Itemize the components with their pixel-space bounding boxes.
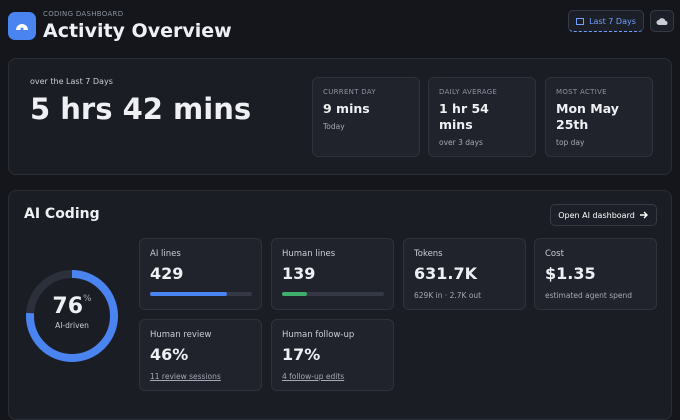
- metric-note: estimated agent spend: [545, 291, 632, 300]
- progress-bar: [282, 292, 307, 296]
- metric-card: Tokens 631.7K 629K in · 2.7K out: [403, 238, 526, 310]
- metric-value: 17%: [282, 345, 321, 364]
- open-ai-dashboard[interactable]: Open AI dashboard: [550, 204, 657, 226]
- metric-card: AI lines 429: [139, 238, 262, 310]
- metric-label: Human follow-up: [282, 330, 355, 340]
- calendar-icon: [576, 18, 585, 25]
- stat-value: 9 mins: [323, 101, 370, 116]
- donut: [26, 270, 118, 362]
- icon-glyph: [16, 24, 28, 31]
- cloud-icon: [656, 17, 668, 25]
- metric-label: Tokens: [414, 249, 443, 259]
- metric-value: 631.7K: [414, 264, 478, 283]
- stat-label: MOST ACTIVE: [556, 88, 607, 96]
- metric-value: $1.35: [545, 264, 596, 283]
- metric-value: 46%: [150, 345, 189, 364]
- metric-note[interactable]: 11 review sessions: [150, 372, 221, 381]
- button-label: Open AI dashboard: [558, 210, 635, 220]
- metric-value: 429: [150, 264, 184, 283]
- summary-total: 5 hrs 42 mins: [30, 92, 252, 126]
- metric-card: Human review 46% 11 review sessions: [139, 319, 262, 391]
- stat-card: MOST ACTIVE Mon May 25th top day: [545, 77, 653, 157]
- metric-note: 629K in · 2.7K out: [414, 291, 482, 300]
- range-label: Last 7 Days: [589, 16, 636, 26]
- stat-value: 1 hr 54 mins: [439, 101, 489, 132]
- progress-track: [282, 292, 384, 296]
- donut-arc: [26, 270, 118, 362]
- stat-value: Mon May 25th: [556, 101, 619, 132]
- metric-card: Cost $1.35 estimated agent spend: [534, 238, 657, 310]
- metric-value: 139: [282, 264, 316, 283]
- page-title: Activity Overview: [43, 20, 232, 42]
- stat-note: top day: [556, 138, 585, 147]
- metric-label: AI lines: [150, 249, 181, 259]
- metric-label: Human lines: [282, 249, 336, 259]
- page: CODING DASHBOARD Activity Overview Last …: [8, 10, 674, 420]
- progress-track: [150, 292, 252, 296]
- eyebrow: CODING DASHBOARD: [43, 10, 124, 18]
- metric-card: Human follow-up 17% 4 follow-up edits: [271, 319, 394, 391]
- metric-label: Human review: [150, 330, 212, 340]
- stat-note: over 3 days: [439, 138, 483, 147]
- metric-card: Human lines 139: [271, 238, 394, 310]
- stat-label: CURRENT DAY: [323, 88, 376, 96]
- ai-title: AI Coding: [24, 206, 100, 222]
- summary-caption: over the Last 7 Days: [30, 77, 113, 86]
- arrow-icon: [639, 211, 648, 219]
- ai-label: AI-driven: [55, 321, 89, 330]
- app-icon: [8, 12, 36, 40]
- percent-sign: %: [83, 294, 92, 304]
- stat-card: DAILY AVERAGE 1 hr 54 mins over 3 days: [428, 77, 536, 157]
- stat-card: CURRENT DAY 9 mins Today: [312, 77, 420, 157]
- metric-label: Cost: [545, 249, 564, 259]
- cloud-button[interactable]: [650, 10, 674, 32]
- metric-note[interactable]: 4 follow-up edits: [282, 372, 345, 381]
- stat-label: DAILY AVERAGE: [439, 88, 498, 96]
- donut-center: 76% AI-driven: [24, 294, 120, 330]
- stat-note: Today: [323, 122, 345, 131]
- progress-bar: [150, 292, 228, 296]
- range-button[interactable]: Last 7 Days: [568, 10, 644, 32]
- ai-percent: 76: [52, 294, 84, 319]
